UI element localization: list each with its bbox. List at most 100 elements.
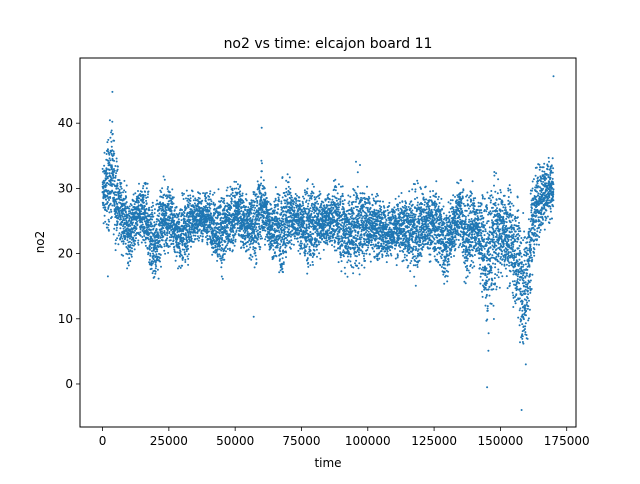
data-point <box>152 204 155 207</box>
data-point <box>187 201 190 204</box>
data-point <box>168 191 171 194</box>
data-point <box>346 255 349 258</box>
data-point <box>113 169 116 172</box>
data-point <box>119 185 122 188</box>
data-point <box>154 267 157 270</box>
data-point <box>260 176 263 179</box>
data-point <box>157 203 160 206</box>
data-point <box>306 272 309 275</box>
data-point <box>281 196 284 199</box>
data-point <box>285 179 288 182</box>
data-point <box>116 168 119 171</box>
data-point <box>251 255 254 258</box>
data-point <box>209 207 212 210</box>
data-point <box>166 195 169 198</box>
data-point <box>256 204 259 207</box>
data-point <box>256 200 259 203</box>
data-point <box>149 245 151 248</box>
data-point <box>106 210 108 213</box>
data-point <box>220 262 223 264</box>
data-point <box>157 215 160 218</box>
data-point <box>302 215 305 218</box>
data-point <box>120 182 123 185</box>
data-point <box>335 199 338 202</box>
data-point <box>300 242 303 245</box>
data-point <box>142 198 145 201</box>
data-point <box>226 248 229 250</box>
data-point <box>171 235 174 238</box>
data-point <box>236 227 239 230</box>
data-point <box>152 254 155 257</box>
data-point <box>113 139 116 142</box>
data-point <box>127 264 130 267</box>
data-point <box>130 232 133 235</box>
data-point <box>318 210 321 213</box>
data-point <box>349 260 352 263</box>
data-point <box>178 247 181 250</box>
data-point <box>121 221 124 224</box>
data-point <box>164 208 167 210</box>
data-point <box>123 198 125 201</box>
data-point <box>101 167 104 170</box>
data-point <box>108 172 111 175</box>
data-point <box>290 196 293 199</box>
data-point <box>124 202 127 205</box>
data-point <box>286 226 289 229</box>
data-point <box>127 248 130 251</box>
data-point <box>107 150 109 153</box>
data-point <box>334 189 337 192</box>
data-point <box>349 228 352 231</box>
data-point <box>119 227 122 230</box>
data-point <box>106 226 109 229</box>
data-point <box>153 208 156 211</box>
data-point <box>184 205 187 208</box>
data-point <box>201 238 204 241</box>
data-point <box>103 164 106 167</box>
data-point <box>308 222 311 225</box>
data-point <box>230 215 233 218</box>
data-point <box>204 236 207 239</box>
data-point <box>167 203 170 205</box>
data-point <box>171 188 174 191</box>
data-point <box>155 223 158 226</box>
data-point <box>163 249 166 252</box>
data-point <box>193 206 196 209</box>
data-point <box>129 249 132 252</box>
data-point <box>306 207 308 210</box>
data-point <box>287 181 290 184</box>
data-point <box>153 221 156 224</box>
data-point <box>118 179 121 182</box>
data-point <box>136 220 139 223</box>
data-point <box>165 197 168 200</box>
data-point <box>115 191 117 194</box>
data-point <box>232 195 235 197</box>
data-point <box>308 199 311 202</box>
data-point <box>285 191 288 194</box>
data-point <box>151 209 154 212</box>
data-point <box>232 229 234 232</box>
data-point <box>112 150 115 153</box>
data-point <box>109 136 112 139</box>
data-point <box>232 242 235 245</box>
data-points <box>101 75 555 411</box>
data-point <box>252 215 255 218</box>
data-point <box>192 204 195 207</box>
data-point <box>305 223 308 226</box>
data-point <box>278 200 280 203</box>
data-point <box>230 202 233 205</box>
data-point <box>235 215 238 218</box>
data-point <box>111 190 114 193</box>
data-point <box>134 192 137 195</box>
data-point <box>178 242 181 245</box>
data-point <box>128 217 131 220</box>
data-point <box>154 270 157 273</box>
data-point <box>187 223 189 226</box>
data-point <box>234 240 237 243</box>
data-point <box>235 230 238 233</box>
data-point <box>219 219 222 222</box>
data-point <box>105 153 108 155</box>
data-point <box>130 247 133 250</box>
data-point <box>216 216 219 219</box>
data-point <box>212 201 215 204</box>
data-point <box>319 241 322 244</box>
